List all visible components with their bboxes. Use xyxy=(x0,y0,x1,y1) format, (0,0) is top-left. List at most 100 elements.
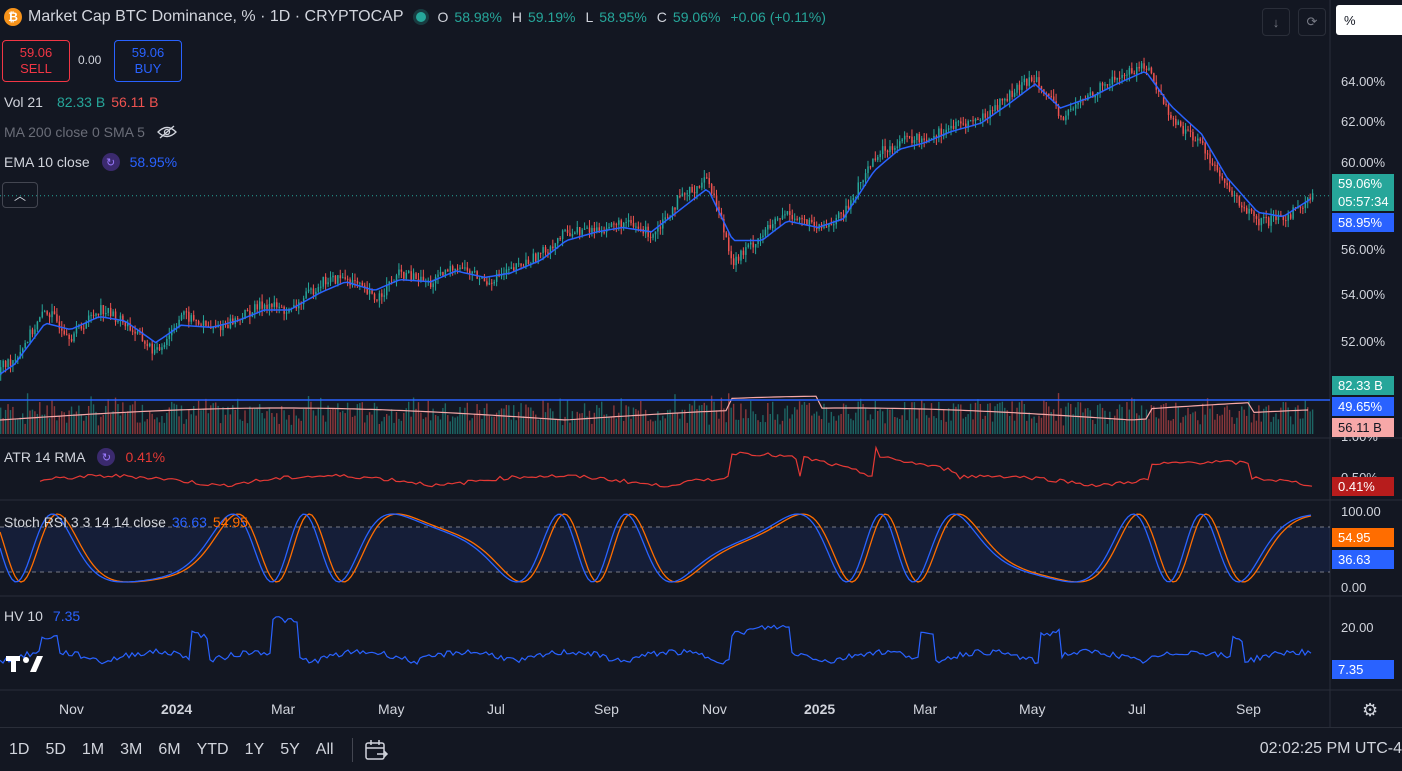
candle-body xyxy=(1179,121,1182,126)
candle-body xyxy=(1136,66,1138,75)
range-1y-button[interactable]: 1Y xyxy=(244,740,265,758)
volume-bar xyxy=(1131,397,1133,434)
candle-body xyxy=(1099,83,1101,93)
volume-bar xyxy=(1302,418,1304,434)
candle-body xyxy=(1089,92,1092,96)
volume-bar xyxy=(627,406,630,434)
volume-bar xyxy=(212,403,214,434)
stoch-band xyxy=(0,527,1330,572)
candle-body xyxy=(1013,92,1016,97)
sell-button[interactable]: 59.06 SELL xyxy=(2,40,70,82)
range-5d-button[interactable]: 5D xyxy=(45,740,66,758)
cycle-icon[interactable]: ↻ xyxy=(97,448,116,466)
candle-body xyxy=(649,236,652,238)
collapse-legend-button[interactable]: ︿ xyxy=(2,182,38,208)
candle-body xyxy=(874,158,877,160)
price-axis-tick: 62.00% xyxy=(1341,114,1386,129)
legend-stoch[interactable]: Stoch RSI 3 3 14 14 close 36.63 54.95 xyxy=(4,514,248,530)
volume-bar xyxy=(1008,415,1011,434)
timezone-clock[interactable]: 02:02:25 PM UTC-4 xyxy=(1259,740,1402,757)
candle-body xyxy=(578,227,581,235)
candle-body xyxy=(593,228,596,232)
range-1d-button[interactable]: 1D xyxy=(9,740,30,758)
sell-label: SELL xyxy=(20,61,52,76)
range-ytd-button[interactable]: YTD xyxy=(196,740,229,758)
download-icon[interactable]: ↓ xyxy=(1262,8,1290,36)
candle-body xyxy=(747,244,750,248)
volume-bar xyxy=(1187,407,1189,434)
volume-bar xyxy=(1238,410,1241,434)
candle-body xyxy=(495,273,498,282)
volume-bar xyxy=(1255,420,1258,434)
volume-bar xyxy=(342,410,344,434)
volume-bar xyxy=(383,416,385,434)
volume-bar xyxy=(732,403,735,434)
volume-bar xyxy=(34,411,36,434)
volume-bar xyxy=(288,415,290,434)
range-5y-button[interactable]: 5Y xyxy=(280,740,300,758)
candle-body xyxy=(146,343,149,347)
volume-bar xyxy=(869,414,872,434)
volume-bar xyxy=(1033,416,1035,434)
refresh-icon[interactable]: ⟳ xyxy=(1298,8,1326,36)
volume-bar xyxy=(642,413,644,434)
candle-body xyxy=(706,177,708,179)
volume-bar xyxy=(224,414,227,434)
tradingview-logo[interactable] xyxy=(6,654,44,680)
range-1m-button[interactable]: 1M xyxy=(81,740,105,758)
volume-bar xyxy=(432,408,434,434)
calendar-icon[interactable] xyxy=(363,739,389,761)
volume-bar xyxy=(1253,413,1255,434)
volume-bar xyxy=(344,413,346,434)
range-3m-button[interactable]: 3M xyxy=(120,740,143,758)
symbol-title[interactable]: Market Cap BTC Dominance, % · 1D · CRYPT… xyxy=(28,8,404,25)
volume-bar xyxy=(124,413,126,434)
candle-body xyxy=(723,219,725,233)
volume-bar xyxy=(962,418,964,434)
volume-bar xyxy=(581,413,583,434)
symbol-header[interactable]: ₿ Market Cap BTC Dominance, % · 1D · CRY… xyxy=(4,8,830,26)
range-6m-button[interactable]: 6M xyxy=(158,740,181,758)
candle-body xyxy=(1311,193,1314,200)
volume-bar xyxy=(21,413,24,434)
legend-ema[interactable]: EMA 10 close ↻ 58.95% xyxy=(4,153,177,171)
volume-bar xyxy=(1236,417,1238,434)
legend-ma[interactable]: MA 200 close 0 SMA 5 xyxy=(4,124,177,140)
candle-body xyxy=(149,343,151,347)
volume-bar xyxy=(652,421,654,434)
candle-body xyxy=(852,197,855,201)
volume-bar xyxy=(1204,414,1206,434)
candle-body xyxy=(659,227,662,229)
candle-body xyxy=(1030,77,1033,82)
volume-bar xyxy=(955,406,957,434)
gear-icon[interactable]: ⚙ xyxy=(1362,700,1379,720)
volume-bar xyxy=(17,419,19,434)
volume-bar xyxy=(750,400,752,434)
volume-bar xyxy=(539,418,542,434)
volume-bar xyxy=(1074,407,1077,434)
candle-body xyxy=(1204,143,1206,154)
eye-hidden-icon[interactable] xyxy=(156,125,177,139)
cycle-icon[interactable]: ↻ xyxy=(101,153,120,171)
legend-atr[interactable]: ATR 14 RMA ↻ 0.41% xyxy=(4,448,165,466)
volume-bar xyxy=(947,408,950,434)
volume-bar xyxy=(437,416,439,434)
legend-volume[interactable]: Vol 21 82.33 B 56.11 B xyxy=(4,94,158,110)
buy-button[interactable]: 59.06 BUY xyxy=(114,40,182,82)
scale-mode-field[interactable]: % xyxy=(1336,5,1402,35)
range-all-button[interactable]: All xyxy=(315,740,334,758)
volume-bar xyxy=(361,402,363,434)
volume-bar xyxy=(798,401,801,434)
volume-bar xyxy=(872,419,874,434)
hv-tag: 7.35 xyxy=(1332,660,1394,679)
volume-bar xyxy=(1116,409,1118,434)
candle-body xyxy=(1302,207,1304,209)
candle-body xyxy=(960,121,962,124)
candle-body xyxy=(549,246,552,254)
candle-body xyxy=(620,220,623,229)
volume-bar xyxy=(1045,401,1048,434)
volume-bar xyxy=(862,403,864,434)
volume-bar xyxy=(469,420,471,434)
legend-hv[interactable]: HV 10 7.35 xyxy=(4,608,80,624)
